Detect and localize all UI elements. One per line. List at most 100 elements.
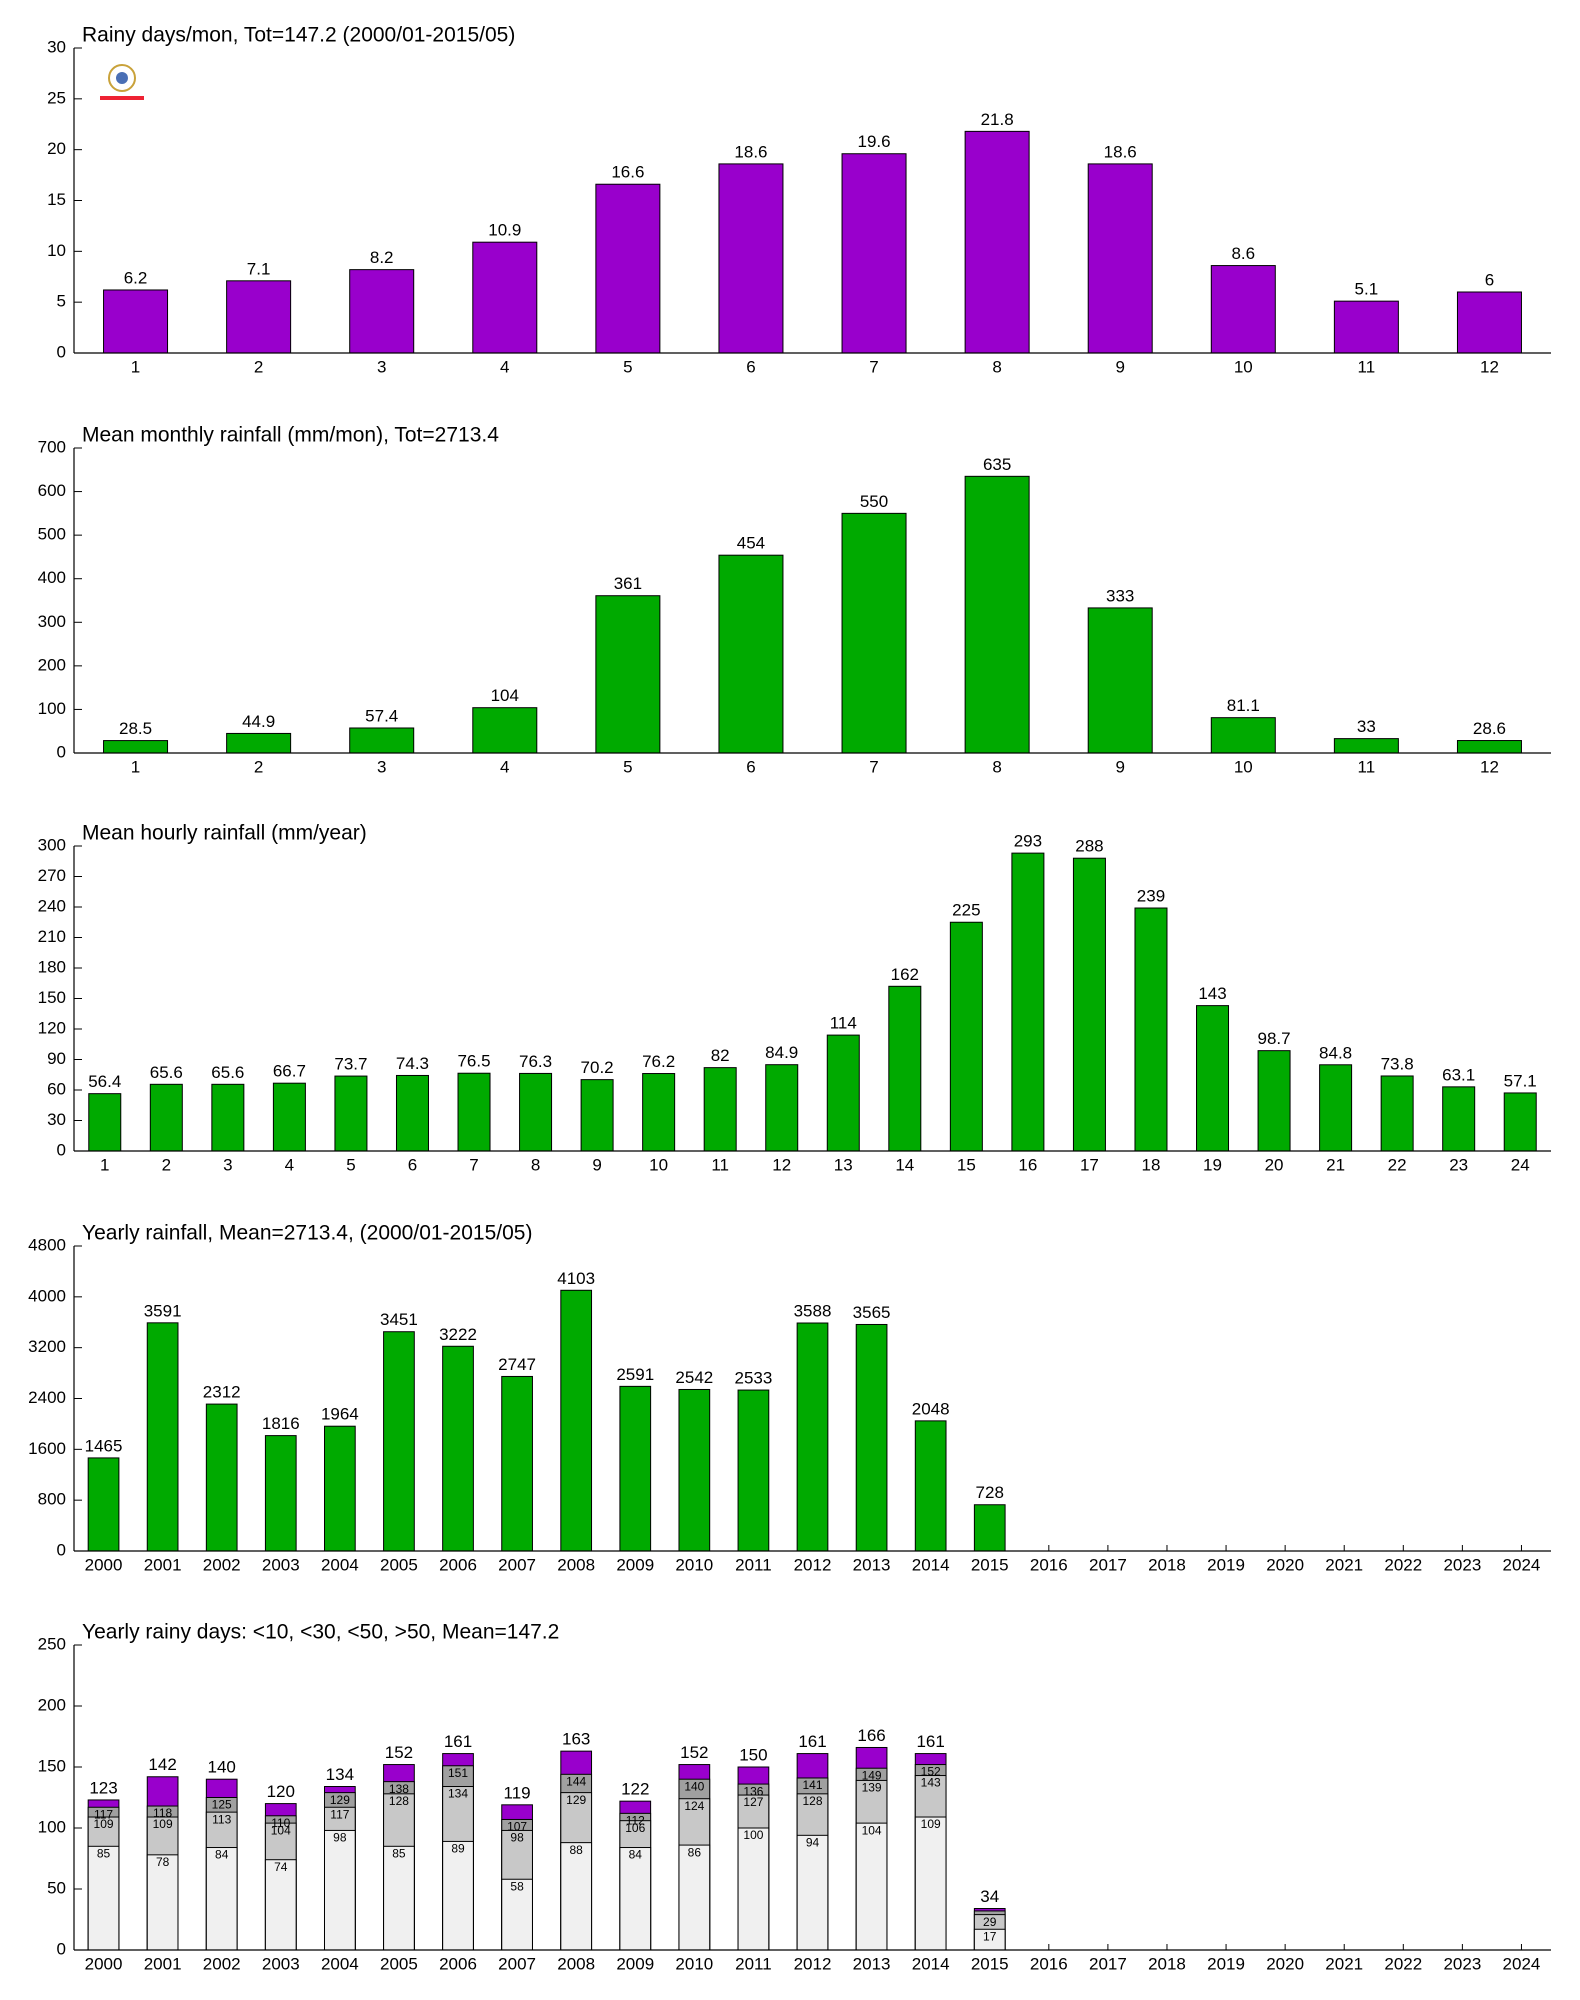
data-label: 73.7: [334, 1055, 367, 1074]
x-tick-label: 5: [623, 757, 632, 776]
bar: [205, 1847, 238, 1951]
x-tick-label: 2016: [1030, 1555, 1068, 1574]
x-tick-label: 2010: [675, 1555, 713, 1574]
data-label: 635: [983, 455, 1011, 474]
data-label: 88: [570, 1843, 584, 1857]
bar: [1333, 300, 1399, 354]
y-tick-label: 200: [38, 655, 66, 674]
bar: [718, 163, 784, 354]
bar: [1087, 163, 1153, 354]
data-label: 28.5: [119, 719, 152, 738]
x-tick-label: 2008: [557, 1555, 595, 1574]
bar: [457, 1072, 491, 1152]
x-tick-label: 2024: [1503, 1555, 1541, 1574]
x-tick-label: 2018: [1148, 1954, 1186, 1973]
data-label: 333: [1106, 586, 1134, 605]
y-tick-label: 240: [38, 896, 66, 915]
x-tick-label: 16: [1018, 1155, 1037, 1174]
x-tick-label: 12: [1480, 757, 1499, 776]
bar: [349, 269, 415, 354]
bar: [737, 1827, 770, 1951]
data-label: 85: [97, 1846, 111, 1860]
bar: [501, 1878, 533, 1951]
data-label: 144: [566, 1774, 586, 1788]
bar: [841, 512, 907, 754]
bar: [1134, 907, 1168, 1152]
bar: [964, 475, 1030, 754]
data-label: 728: [976, 1483, 1004, 1502]
data-label: 150: [739, 1745, 767, 1764]
data-label: 152: [680, 1743, 708, 1762]
data-label: 82: [711, 1046, 730, 1065]
bar: [226, 280, 292, 354]
bar: [1319, 1064, 1353, 1152]
data-label: 120: [267, 1782, 295, 1801]
data-label: 7.1: [247, 259, 271, 278]
data-label: 58: [510, 1879, 524, 1893]
data-label: 127: [743, 1795, 763, 1809]
y-tick-label: 30: [47, 37, 66, 56]
bar: [1380, 1075, 1414, 1152]
data-label: 151: [448, 1766, 468, 1780]
y-tick-label: 20: [47, 139, 66, 158]
data-label: 1964: [321, 1405, 359, 1424]
bar: [703, 1067, 737, 1152]
data-label: 18.6: [1104, 142, 1137, 161]
x-tick-label: 2015: [971, 1954, 1009, 1973]
data-label: 19.6: [857, 132, 890, 151]
x-tick-label: 2003: [262, 1555, 300, 1574]
data-label: 3588: [794, 1301, 832, 1320]
data-label: 3591: [144, 1301, 182, 1320]
data-label: 2312: [203, 1383, 241, 1402]
data-label: 6: [1485, 270, 1494, 289]
x-tick-label: 2: [162, 1155, 171, 1174]
data-label: 81.1: [1227, 696, 1260, 715]
y-tick-label: 3200: [28, 1337, 66, 1356]
data-label: 2747: [498, 1355, 536, 1374]
y-tick-label: 210: [38, 927, 66, 946]
bar: [765, 1064, 799, 1152]
data-label: 10.9: [488, 221, 521, 240]
bar: [272, 1082, 306, 1152]
bar: [964, 130, 1030, 354]
y-tick-label: 15: [47, 190, 66, 209]
bar: [678, 1388, 711, 1552]
data-label: 74.3: [396, 1054, 429, 1073]
x-tick-label: 4: [285, 1155, 294, 1174]
x-tick-label: 2002: [203, 1555, 241, 1574]
x-tick-label: 2014: [912, 1555, 950, 1574]
x-tick-label: 22: [1388, 1155, 1407, 1174]
bar: [619, 1847, 652, 1951]
data-label: 98.7: [1258, 1029, 1291, 1048]
x-tick-label: 2020: [1266, 1555, 1304, 1574]
bar: [87, 1457, 120, 1552]
data-label: 129: [330, 1793, 350, 1807]
x-tick-label: 2024: [1503, 1954, 1541, 1973]
x-tick-label: 18: [1142, 1155, 1161, 1174]
data-label: 78: [156, 1855, 170, 1869]
data-label: 5.1: [1355, 280, 1379, 299]
data-label: 100: [743, 1828, 763, 1842]
data-label: 104: [491, 686, 519, 705]
x-tick-label: 7: [869, 357, 878, 376]
data-label: 128: [389, 1794, 409, 1808]
x-tick-label: 2023: [1443, 1954, 1481, 1973]
data-label: 29: [983, 1915, 997, 1929]
x-tick-label: 2004: [321, 1555, 359, 1574]
data-label: 112: [626, 1814, 645, 1828]
data-label: 141: [802, 1778, 822, 1792]
data-label: 134: [448, 1787, 468, 1801]
data-label: 163: [562, 1730, 590, 1749]
x-tick-label: 2004: [321, 1954, 359, 1973]
data-label: 125: [212, 1798, 232, 1812]
bar: [888, 985, 922, 1152]
data-label: 70.2: [581, 1058, 614, 1077]
y-tick-label: 0: [57, 1140, 66, 1159]
chart-title: Yearly rainy days: <10, <30, <50, >50, M…: [82, 1621, 559, 1644]
x-tick-label: 2022: [1384, 1555, 1422, 1574]
bar: [1011, 852, 1045, 1152]
y-tick-label: 100: [38, 699, 66, 718]
data-label: 2533: [735, 1369, 773, 1388]
x-tick-label: 7: [869, 757, 878, 776]
bar: [1456, 740, 1522, 754]
